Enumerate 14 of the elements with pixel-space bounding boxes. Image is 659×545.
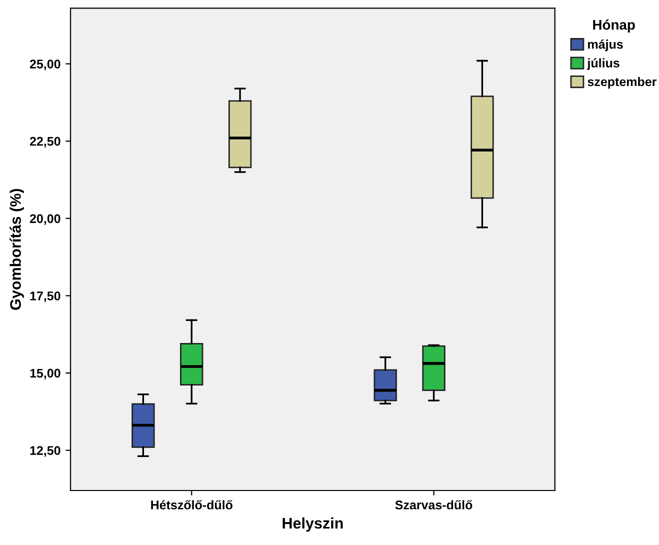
y-tick-label: 25,00 xyxy=(30,60,60,70)
x-tick-label: Hétszőlő-dűlő xyxy=(151,500,232,510)
x-axis-title: Helyszin xyxy=(282,517,343,532)
y-tick-label: 15,00 xyxy=(30,368,60,380)
y-tick-label: 12,50 xyxy=(30,446,60,457)
legend-label: május xyxy=(588,39,623,52)
legend-label: július xyxy=(587,58,620,70)
x-tick-label: Szarvas-dűlő xyxy=(395,500,472,510)
y-tick-label: 17,50 xyxy=(30,292,60,302)
legend-title: Hónap xyxy=(593,19,635,32)
legend-label: szeptember xyxy=(588,76,657,89)
y-tick-label: 22,50 xyxy=(30,136,60,148)
y-axis-title: Gyomborítás (%) xyxy=(10,188,24,310)
y-tick-label: 20,00 xyxy=(30,214,60,225)
